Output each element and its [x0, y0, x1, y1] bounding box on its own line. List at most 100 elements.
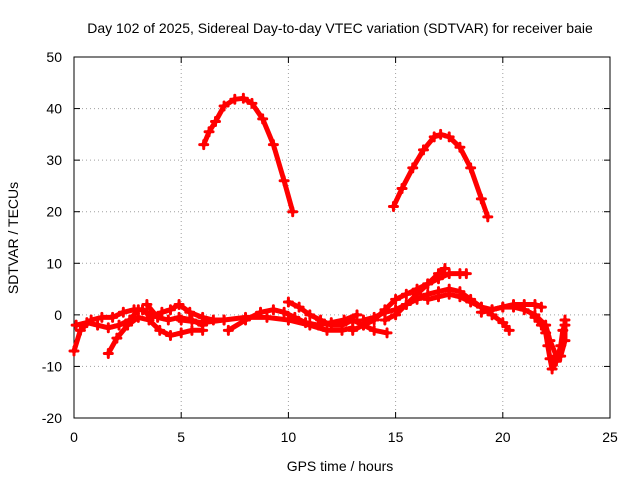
y-tick-label: 50: [46, 49, 62, 65]
data-point-marker: [497, 301, 509, 313]
data-point-marker: [390, 309, 402, 321]
data-point-marker: [540, 327, 552, 339]
data-point-marker: [267, 304, 279, 316]
data-point-marker: [357, 314, 369, 326]
data-point-marker: [550, 355, 562, 367]
grid: [74, 57, 610, 418]
data-point-marker: [237, 92, 249, 104]
data-point-marker: [304, 309, 316, 321]
data-point-marker: [443, 131, 455, 143]
y-tick-label: 10: [46, 255, 62, 271]
data-point-marker: [186, 324, 198, 336]
data-point-marker: [70, 319, 82, 331]
data-point-marker: [465, 162, 477, 174]
data-point-marker: [518, 304, 530, 316]
data-point-marker: [435, 128, 447, 140]
data-point-marker: [198, 139, 210, 151]
data-point-marker: [287, 206, 299, 218]
data-point-marker: [508, 301, 520, 313]
data-point-marker: [347, 324, 359, 336]
series-arc-14: [422, 288, 547, 316]
x-tick-label: 20: [495, 429, 511, 445]
data-point-marker: [454, 141, 466, 153]
data-point-marker: [411, 288, 423, 300]
data-point-marker: [432, 268, 444, 280]
series-line: [178, 314, 356, 333]
data-point-marker: [400, 288, 412, 300]
series-line: [532, 314, 568, 372]
data-point-marker: [454, 291, 466, 303]
data-point-marker: [210, 115, 222, 127]
data-point-marker: [475, 193, 487, 205]
data-point-marker: [422, 278, 434, 290]
data-point-marker: [555, 340, 567, 352]
data-point-marker: [141, 299, 153, 311]
y-tick-label: -10: [42, 358, 62, 374]
data-point-marker: [137, 304, 149, 316]
data-point-marker: [111, 332, 123, 344]
data-point-marker: [102, 348, 114, 360]
data-point-marker: [96, 311, 108, 323]
data-point-marker: [325, 319, 337, 331]
data-point-marker: [351, 309, 363, 321]
data-point-marker: [315, 314, 327, 326]
series-arc-15: [475, 301, 571, 362]
data-point-marker: [175, 327, 187, 339]
data-point-marker: [246, 97, 258, 109]
data-point-marker: [278, 306, 290, 318]
data-point-marker: [257, 113, 269, 125]
y-tick-label: -20: [42, 410, 62, 426]
x-tick-label: 0: [70, 429, 78, 445]
data-point-marker: [102, 322, 114, 334]
data-point-marker: [497, 317, 509, 329]
x-tick-label: 10: [281, 429, 297, 445]
data-point-marker: [535, 319, 547, 331]
data-point-marker: [68, 345, 80, 357]
data-point-marker: [535, 301, 547, 313]
x-tick-label: 5: [177, 429, 185, 445]
data-point-marker: [432, 291, 444, 303]
data-point-marker: [387, 201, 399, 213]
data-point-marker: [117, 306, 129, 318]
data-point-marker: [443, 268, 455, 280]
data-point-marker: [336, 319, 348, 331]
series-line: [201, 95, 296, 215]
data-point-marker: [164, 329, 176, 341]
data-point-marker: [347, 314, 359, 326]
data-point-marker: [396, 183, 408, 195]
data-point-marker: [122, 319, 134, 331]
data-point-marker: [529, 299, 541, 311]
data-point-marker: [407, 162, 419, 174]
data-point-marker: [460, 268, 472, 280]
data-point-marker: [229, 93, 241, 105]
data-point-marker: [321, 324, 333, 336]
y-axis-label: SDTVAR / TECUs: [5, 182, 21, 294]
data-point-marker: [379, 314, 391, 326]
series-arc-13: [379, 262, 451, 326]
series-arc-1: [198, 92, 299, 218]
series-arc-2: [387, 128, 494, 223]
data-point-marker: [289, 311, 301, 323]
data-point-marker: [381, 327, 393, 339]
data-point-marker: [267, 139, 279, 151]
series-arc-8: [175, 311, 359, 336]
chart-title: Day 102 of 2025, Sidereal Day-to-day VTE…: [87, 20, 593, 36]
y-tick-label: 40: [46, 101, 62, 117]
data-point-marker: [443, 288, 455, 300]
series-line: [391, 131, 491, 220]
data-point-marker: [400, 299, 412, 311]
series-arc-16: [529, 311, 571, 375]
data-point-marker: [222, 324, 234, 336]
data-point-marker: [113, 319, 125, 331]
data-point-marker: [154, 324, 166, 336]
data-point-marker: [482, 211, 494, 223]
data-point-marker: [368, 324, 380, 336]
data-point-marker: [559, 319, 571, 331]
data-point-marker: [81, 317, 93, 329]
data-point-marker: [428, 131, 440, 143]
data-point-marker: [503, 324, 515, 336]
data-point-marker: [390, 293, 402, 305]
series-line: [105, 314, 206, 356]
data-point-marker: [486, 304, 498, 316]
data-point-marker: [261, 311, 273, 323]
